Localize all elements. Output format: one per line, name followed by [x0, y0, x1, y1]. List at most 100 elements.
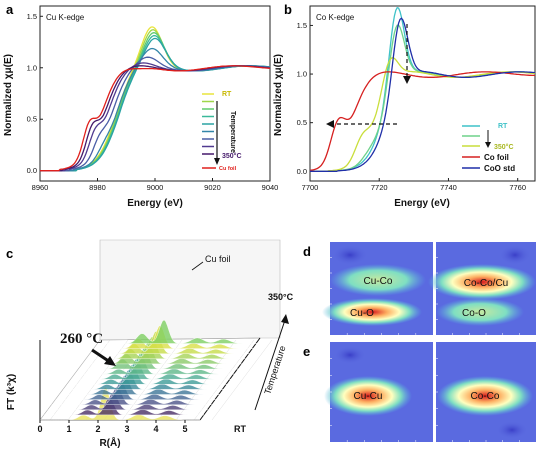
- panel-a-legend-350: 350°C: [222, 152, 242, 160]
- panel-d-label-cuco: Cu-Co: [364, 276, 393, 287]
- x-tick-label: 8960: [32, 183, 49, 192]
- panel-a-legend: RT Temperature 350°C Cu foil: [202, 91, 242, 172]
- panel-a-legend-temperature: Temperature: [229, 111, 236, 153]
- panel-b-title: Co K-edge: [316, 13, 355, 22]
- panel-e-cool-right: [496, 421, 528, 439]
- panel-d-label: d: [303, 244, 311, 259]
- panel-c-slices: [40, 319, 259, 421]
- x-tick-label: 7760: [509, 183, 526, 192]
- panel-c-temperature-arrow: [254, 319, 286, 411]
- x-tick-label: 8980: [89, 183, 106, 192]
- panel-d-label-coo: Co-O: [462, 308, 486, 319]
- panel-e-hotspot-cucu: [324, 376, 412, 416]
- panel-c-annotation-arrow-head: [104, 356, 116, 366]
- floor-grid-line: [121, 339, 183, 421]
- ft-slice-7: [71, 358, 232, 380]
- panel-e-heatmap: Cu-Cu Co-Co: [324, 342, 536, 442]
- panel-b-legend-coo: CoO std: [484, 164, 515, 173]
- panel-c-chart: 0 1 2 3 4 5 R(Å) FT (k³χ) 260 °C Cu foil 350°…: [6, 239, 294, 449]
- series-line-9: [40, 65, 271, 172]
- panel-b-legend: RT 350°C Co foil CoO std: [462, 123, 515, 173]
- panel-a-title: Cu K-edge: [46, 13, 85, 22]
- panel-d-warm-coo: [436, 298, 524, 326]
- panel-c-temperature-arrow-head: [281, 314, 289, 324]
- floor-grid-line: [193, 339, 255, 421]
- panel-a-x-ticks: 8960 8980 9000 9020 9040: [32, 178, 279, 192]
- panel-e-label-coco: Co-Co: [471, 391, 500, 402]
- panel-d-heatmap: Cu-Co Cu-O Co-Co/Cu Co-O: [322, 242, 536, 335]
- floor-grid-line: [211, 339, 273, 421]
- panel-b-x-ticks: 7700 7720 7740 7760: [302, 178, 526, 192]
- x-tick-label: 9040: [262, 183, 279, 192]
- back-wall-plane: [99, 239, 281, 341]
- panel-a-chart: Cu K-edge 0.0 0.5 1.0 1.5 8960 8980 9000 9020 9…: [3, 5, 279, 209]
- ft-slice-15: [40, 386, 200, 421]
- panel-c-label: c: [6, 246, 13, 261]
- panel-b-y-ticks: 0.0 0.5 1.0 1.5: [297, 21, 313, 176]
- series-line-4: [310, 17, 536, 172]
- panel-c-annotation-cufoil: Cu foil: [205, 254, 231, 264]
- c-x-tick-label: 0: [37, 424, 42, 434]
- ft-slice-14: [43, 397, 204, 416]
- panel-b-legend-cofoil: Co foil: [484, 153, 509, 162]
- panel-e-label-cucu: Cu-Cu: [354, 391, 383, 402]
- c-x-tick-label: 5: [182, 424, 187, 434]
- panel-b-legend-350: 350°C: [494, 143, 514, 151]
- ft-slice-8: [67, 364, 228, 385]
- panel-b-left-arrow-head: [326, 120, 334, 128]
- y-tick-label: 1.5: [27, 12, 37, 21]
- panel-b-ylabel: Normalized χμ(E): [273, 54, 284, 136]
- panel-e-cool-left: [334, 346, 366, 364]
- panel-d-label-cuo: Cu-O: [350, 308, 374, 319]
- y-tick-label: 1.5: [297, 21, 307, 30]
- panel-d-cool-left: [332, 245, 368, 265]
- y-tick-label: 0.0: [297, 167, 307, 176]
- c-x-tick-label: 1: [66, 424, 71, 434]
- ft-slice-11: [55, 380, 216, 400]
- panel-b-label: b: [284, 2, 292, 17]
- panel-a-xlabel: Energy (eV): [127, 198, 183, 209]
- panel-c-annotation-260: 260 °C: [60, 331, 103, 347]
- panel-d-hotspot-coco: [428, 264, 536, 300]
- panel-c-x-ticks: 0 1 2 3 4 5: [37, 420, 188, 434]
- panel-d-warm-cuco: [330, 264, 426, 296]
- panel-b-frame: [309, 5, 536, 182]
- y-tick-label: 1.0: [297, 70, 307, 79]
- panel-a-legend-swatches: [202, 93, 214, 155]
- panel-e-ticks: [330, 358, 520, 442]
- panel-c-cufoil-pointer: [191, 261, 204, 271]
- panel-c-xlabel: R(Å): [99, 436, 120, 449]
- panel-a-legend-cufoil: Cu foil: [219, 166, 237, 172]
- panel-a-legend-arrow-head: [214, 158, 220, 165]
- panel-c-annotation-temperature: Temperature: [262, 344, 287, 395]
- panel-a-label: a: [6, 2, 14, 17]
- panel-d-cool-right: [499, 245, 531, 265]
- x-tick-label: 9020: [204, 183, 221, 192]
- panel-a-y-ticks: 0.0 0.5 1.0 1.5: [27, 12, 43, 175]
- ft-slice-10: [59, 375, 220, 395]
- x-tick-label: 7740: [440, 183, 457, 192]
- panel-b-xlabel: Energy (eV): [394, 198, 450, 209]
- panel-b-chart: Co K-edge 0.00.51.01.5 7700 7720 7740 7760 …: [273, 5, 536, 209]
- y-tick-label: 0.5: [27, 115, 37, 124]
- floor-grid-line: [67, 339, 129, 421]
- panel-c-ylabel: FT (k³χ): [6, 374, 17, 410]
- y-tick-label: 1.0: [27, 63, 37, 72]
- series-line-3: [309, 71, 536, 171]
- panel-a-legend-rt: RT: [222, 91, 232, 98]
- panel-d-label-coco: Co-Co/Cu: [464, 278, 508, 289]
- panel-c-annotation-rt: RT: [234, 424, 246, 434]
- panel-a-series: [40, 26, 271, 172]
- ft-slice-0: [98, 319, 259, 344]
- y-tick-label: 0.5: [297, 118, 307, 127]
- panel-b-series: [309, 6, 536, 172]
- c-x-tick-label: 3: [124, 424, 129, 434]
- panel-d-hotspot-cuo: [322, 298, 422, 326]
- ft-slice-9: [63, 369, 224, 390]
- c-x-tick-label: 2: [95, 424, 100, 434]
- panel-d-ticks: [330, 257, 520, 335]
- y-tick-label: 0.0: [27, 166, 37, 175]
- panel-e-label: e: [303, 344, 310, 359]
- x-tick-label: 7700: [302, 183, 319, 192]
